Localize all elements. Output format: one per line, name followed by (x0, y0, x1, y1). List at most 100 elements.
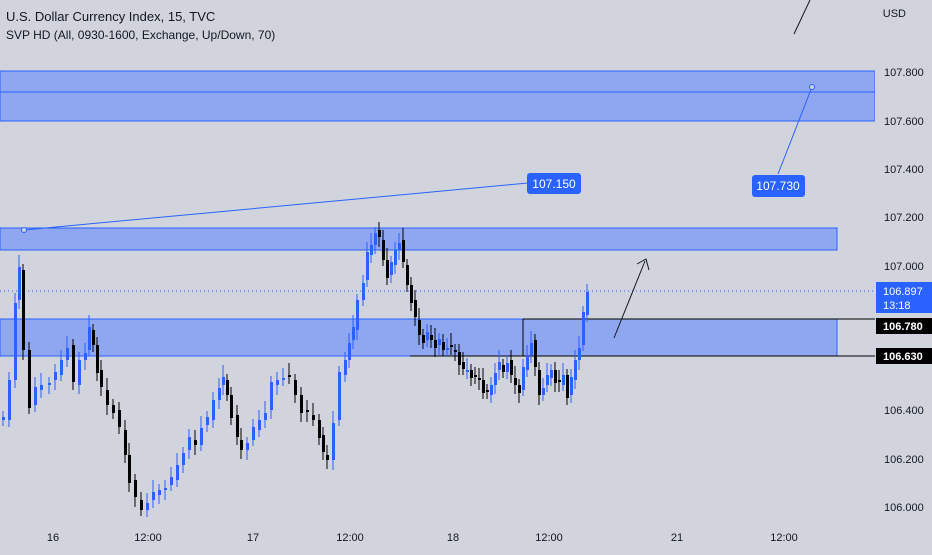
price-tick: 107.000 (884, 261, 924, 273)
candle-body (258, 420, 261, 430)
indicator-label[interactable]: SVP HD (All, 0930-1600, Exchange, Up/Dow… (6, 28, 276, 42)
candle-body (170, 477, 173, 485)
candle-body (54, 372, 57, 380)
level-label-106630[interactable]: 106.630 (876, 348, 932, 364)
candle-body (574, 360, 577, 380)
price-axis[interactable]: USD 107.800 107.600 107.400 107.200 107.… (875, 0, 932, 524)
candle-body (332, 423, 335, 460)
price-tick: 107.600 (884, 116, 924, 128)
last-price-label[interactable]: 106.897 13:18 (876, 282, 932, 313)
time-axis[interactable]: 16 12:00 17 12:00 18 12:00 21 12:00 (0, 524, 875, 550)
price-tick: 107.800 (884, 67, 924, 79)
candle-body (566, 375, 569, 398)
candle-body (188, 437, 191, 450)
forecast-arrow-up[interactable] (613, 258, 650, 339)
top-arrow-line[interactable] (793, 0, 811, 35)
candle-body (546, 375, 549, 385)
level-label-106630-text: 106.630 (883, 351, 923, 363)
candle-body (526, 355, 529, 370)
candle-body (2, 417, 5, 420)
candle-body (72, 345, 75, 382)
last-price-value: 106.897 (883, 286, 923, 298)
candle-body (474, 375, 477, 377)
candle-body (252, 427, 255, 440)
trendline-left-anchor[interactable] (21, 227, 27, 233)
candle-body (394, 250, 397, 265)
candle-body (352, 327, 355, 340)
trendline-right[interactable] (777, 86, 813, 175)
price-tick: 106.000 (884, 502, 924, 514)
candle-body (478, 378, 481, 380)
candle-body (382, 240, 385, 260)
candle-body (442, 342, 445, 350)
candle-body (194, 440, 197, 445)
candle-body (288, 375, 291, 377)
candle-body (134, 480, 137, 497)
candle-body (534, 340, 537, 367)
candle-body (264, 413, 267, 420)
time-tick: 16 (47, 532, 59, 544)
candle-body (40, 385, 43, 390)
candle-body (522, 367, 525, 390)
candle-body (530, 343, 533, 355)
candle-body (470, 370, 473, 378)
level-label-106780[interactable]: 106.780 (876, 318, 932, 334)
candle-body (550, 370, 553, 378)
candle-body (282, 378, 285, 380)
candle-body (276, 380, 279, 385)
candle-body (502, 365, 505, 372)
chart-pane[interactable]: 107.150 107.730 U.S. Dollar Currency Ind… (0, 0, 875, 524)
candle-body (418, 320, 421, 335)
candle-body (494, 373, 497, 385)
candle-body (498, 362, 501, 370)
candle-body (434, 340, 437, 348)
currency-label[interactable]: USD (882, 8, 906, 20)
candle-body (578, 348, 581, 360)
candle-body (124, 430, 127, 455)
candle-body (140, 500, 143, 510)
candle-body (240, 440, 243, 450)
candle-body (356, 300, 359, 330)
callout-left[interactable]: 107.150 (527, 173, 581, 194)
candle-body (176, 465, 179, 480)
symbol-title[interactable]: U.S. Dollar Currency Index, 15, TVC (6, 9, 216, 24)
candle-body (446, 348, 449, 350)
candle-body (182, 453, 185, 465)
candle-body (514, 378, 517, 385)
callout-right-text: 107.730 (756, 179, 800, 193)
candle-body (294, 380, 297, 395)
candle-body (338, 372, 341, 420)
callout-left-text: 107.150 (532, 177, 576, 191)
candle-body (226, 380, 229, 395)
time-tick: 12:00 (535, 532, 563, 544)
candle-body (66, 348, 69, 360)
candle-body (312, 415, 315, 420)
candle-body (586, 292, 589, 315)
candle-body (482, 380, 485, 393)
candle-body (438, 339, 441, 345)
candle-body (450, 345, 453, 347)
candle-body (14, 303, 17, 380)
candle-body (60, 360, 63, 375)
trendline-left[interactable] (23, 182, 529, 231)
candle-body (426, 332, 429, 340)
candle-body (570, 377, 573, 395)
candle-body (506, 363, 509, 372)
chart-legend[interactable]: U.S. Dollar Currency Index, 15, TVC SVP … (6, 8, 275, 44)
candle-body (510, 360, 513, 375)
candle-body (246, 443, 249, 450)
supply-zone-upper[interactable] (0, 70, 875, 122)
time-tick: 12:00 (770, 532, 798, 544)
candle-body (300, 395, 303, 413)
candle-body (398, 243, 401, 250)
candle-body (28, 350, 31, 408)
candle-body (218, 388, 221, 400)
candle-body (430, 335, 433, 340)
callout-right[interactable]: 107.730 (752, 175, 805, 197)
price-chart[interactable]: 107.150 107.730 (0, 0, 875, 524)
time-axis-svg: 16 12:00 17 12:00 18 12:00 21 12:00 (47, 532, 798, 544)
candle-body (164, 488, 167, 490)
trendline-right-anchor[interactable] (809, 84, 815, 90)
resistance-zone[interactable] (0, 227, 838, 251)
candle-body (158, 490, 161, 495)
